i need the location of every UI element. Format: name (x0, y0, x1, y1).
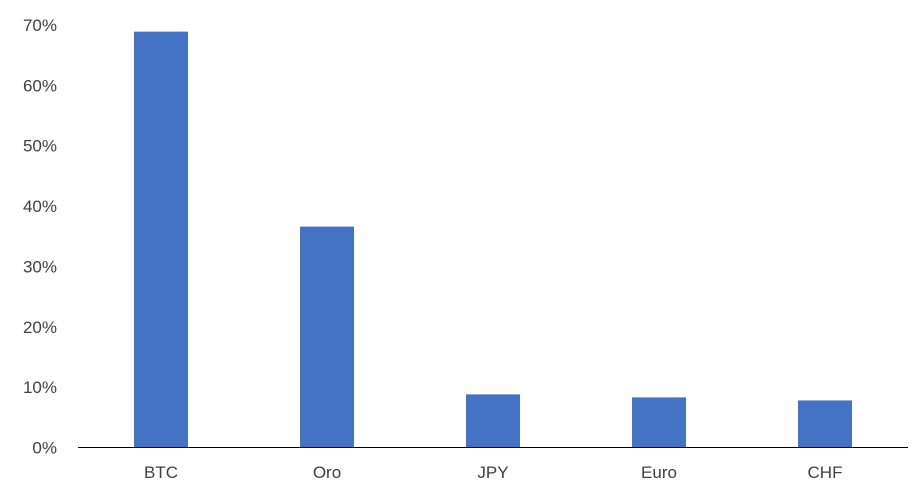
y-tick-label: 0% (32, 439, 57, 458)
y-tick-label: 70% (23, 16, 57, 35)
y-axis: 0% 10% 20% 30% 40% 50% 60% 70% (23, 16, 57, 458)
bar-euro (632, 397, 686, 448)
x-tick-label: Euro (641, 463, 677, 482)
x-tick-label: BTC (144, 463, 178, 482)
y-tick-label: 10% (23, 378, 57, 397)
y-tick-label: 50% (23, 137, 57, 156)
bar-oro (300, 226, 354, 448)
bar-chf (798, 400, 852, 448)
x-axis: BTC Oro JPY Euro CHF (144, 463, 842, 482)
y-tick-label: 60% (23, 76, 57, 95)
x-tick-label: Oro (313, 463, 341, 482)
bar-btc (134, 31, 188, 448)
y-tick-label: 20% (23, 318, 57, 337)
y-tick-label: 30% (23, 257, 57, 276)
x-tick-label: JPY (477, 463, 508, 482)
bars (134, 31, 852, 448)
bar-jpy (466, 394, 520, 448)
y-tick-label: 40% (23, 197, 57, 216)
x-tick-label: CHF (808, 463, 843, 482)
